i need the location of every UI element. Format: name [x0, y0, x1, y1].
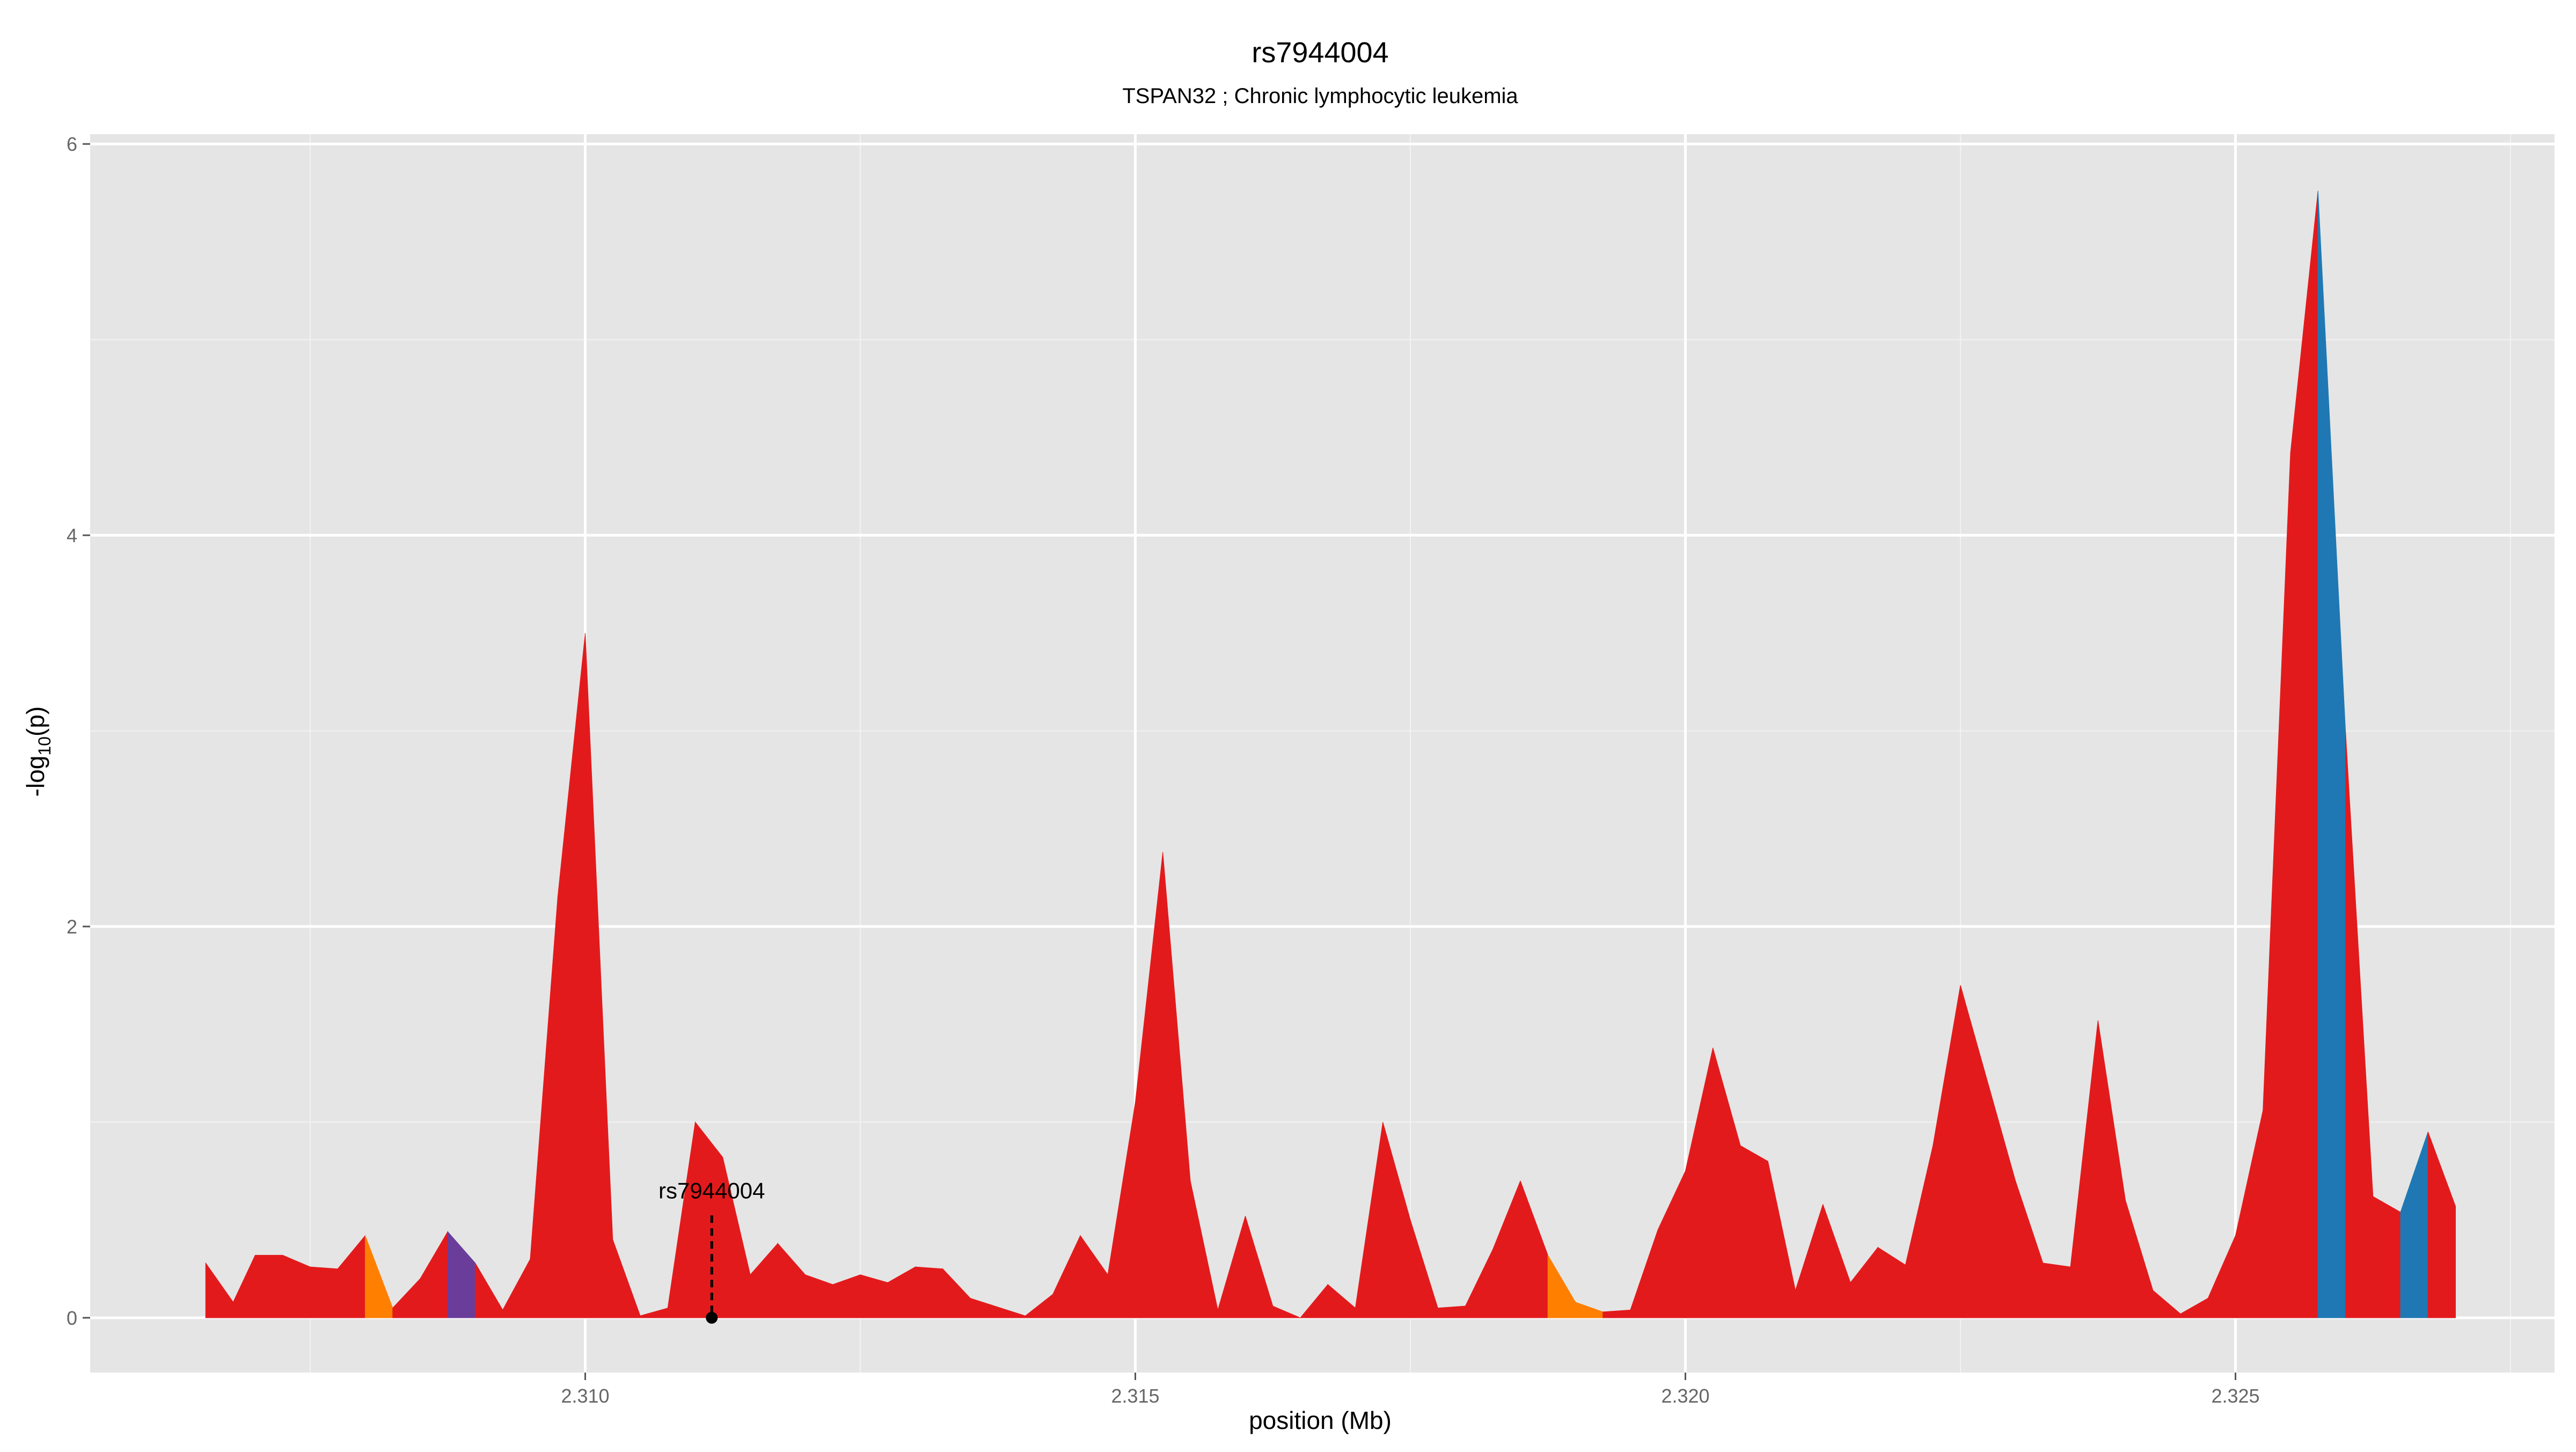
area-segment [2043, 1263, 2071, 1318]
chart-title: rs7944004 [1252, 37, 1388, 69]
x-tick-label: 2.320 [1661, 1385, 1709, 1407]
snp-point [706, 1311, 718, 1324]
y-axis-title: -log10(p) [21, 706, 54, 797]
area-series [205, 191, 2456, 1318]
x-tick-label: 2.325 [2211, 1385, 2259, 1407]
y-axis-title-tail: (p) [21, 706, 49, 736]
x-axis: 2.310 2.315 2.320 2.325 [561, 1373, 2260, 1407]
minor-grid [90, 134, 2555, 1373]
area-segment [1740, 1145, 1768, 1318]
y-axis-title-subscript: 10 [35, 736, 54, 756]
area-segment [310, 1266, 338, 1318]
x-tick-label: 2.310 [561, 1385, 609, 1407]
plot-panel [90, 134, 2555, 1373]
area-segment [2373, 1196, 2401, 1318]
area-segment [1272, 1305, 1301, 1318]
y-tick-label: 0 [67, 1307, 77, 1329]
x-tick-label: 2.315 [1111, 1385, 1159, 1407]
chart-subtitle: TSPAN32 ; Chronic lymphocytic leukemia [1122, 84, 1518, 108]
y-tick-label: 4 [67, 524, 77, 546]
area-segment [1437, 1305, 1466, 1318]
y-axis: 0 2 4 6 [67, 133, 90, 1329]
y-axis-title-main: -log [21, 756, 49, 797]
area-segment [860, 1274, 888, 1318]
area-segment [255, 1254, 283, 1318]
area-segment [915, 1266, 943, 1318]
y-tick-label: 2 [67, 916, 77, 938]
x-axis-title: position (Mb) [1249, 1406, 1392, 1434]
area-segment [2427, 1132, 2456, 1318]
snp-label: rs7944004 [658, 1178, 765, 1203]
snp-marker: rs7944004 [658, 1178, 765, 1324]
y-tick-label: 6 [67, 133, 77, 155]
